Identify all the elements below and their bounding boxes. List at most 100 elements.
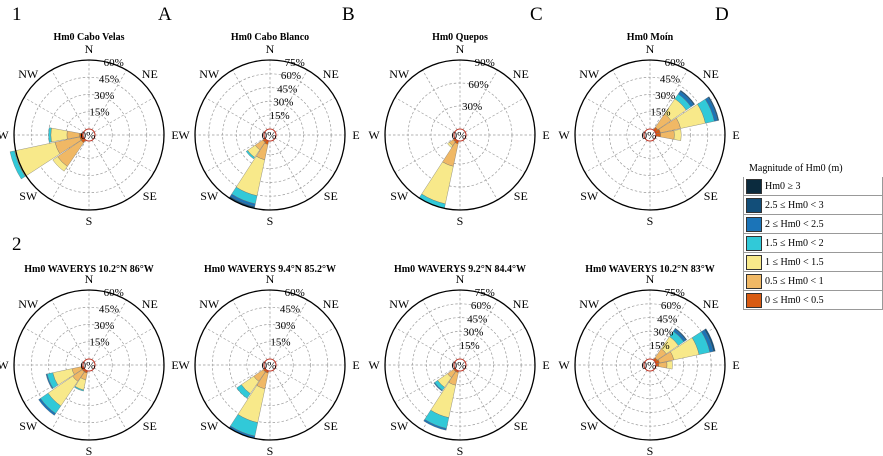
- grid-ring: [609, 94, 691, 176]
- zero-label: 0%: [452, 130, 467, 142]
- petal-segment: [655, 132, 661, 138]
- tick-label: 60%: [104, 57, 124, 69]
- legend-label: 1.5 ≤ Hm0 < 2: [765, 237, 824, 249]
- grid-spoke: [232, 299, 268, 360]
- row-label: 2: [12, 234, 22, 255]
- grid-spoke: [204, 367, 265, 403]
- tick-label: 15%: [89, 337, 109, 349]
- grid-spoke: [652, 299, 688, 360]
- direction-label: NW: [18, 67, 39, 81]
- direction-label: S: [457, 214, 464, 228]
- direction-label: W: [558, 128, 570, 142]
- direction-label: N: [266, 272, 275, 286]
- direction-label: NE: [323, 297, 339, 311]
- direction-label: S: [267, 444, 274, 456]
- tick-label: 30%: [275, 320, 295, 332]
- tick-label: 45%: [277, 83, 297, 95]
- grid-spoke: [204, 137, 265, 173]
- legend-item: 2.5 ≤ Hm0 < 3: [743, 196, 883, 215]
- grid-spoke: [652, 370, 688, 431]
- legend-label: 0.5 ≤ Hm0 < 1: [765, 275, 824, 287]
- grid-spoke: [612, 299, 648, 360]
- legend-swatch: [746, 254, 762, 270]
- rose-title: Hm0 WAVERYS 10.2°N 83°W: [585, 264, 715, 275]
- tick-label: 75%: [475, 287, 495, 299]
- direction-label: E: [352, 128, 359, 142]
- rose-title: Hm0 WAVERYS 10.2°N 86°W: [24, 264, 154, 275]
- petal-segment: [236, 384, 251, 399]
- petal-segment: [704, 328, 716, 352]
- direction-label: N: [456, 42, 465, 56]
- grid-spoke: [422, 299, 458, 360]
- outer-ring: [384, 59, 536, 211]
- direction-label: SW: [19, 419, 38, 433]
- tick-label: 15%: [459, 340, 479, 352]
- petal-segment: [245, 150, 255, 160]
- grid-ring: [65, 341, 113, 389]
- grid-spoke: [204, 327, 265, 363]
- grid-spoke: [462, 299, 498, 360]
- tick-label: 30%: [653, 327, 673, 339]
- tick-label: 15%: [649, 340, 669, 352]
- petal-segment: [447, 142, 453, 148]
- direction-label: W: [0, 128, 9, 142]
- direction-label: E: [171, 128, 178, 142]
- grid-spoke: [91, 370, 127, 431]
- calm-circle: [82, 128, 96, 142]
- legend-item: 2 ≤ Hm0 < 2.5: [743, 215, 883, 234]
- panel-letter: D: [715, 4, 729, 25]
- direction-label: NE: [703, 297, 719, 311]
- petal-segment: [45, 373, 54, 390]
- direction-label: N: [85, 42, 94, 56]
- grid-spoke: [394, 327, 455, 363]
- petal-segment: [666, 360, 673, 370]
- grid-ring: [246, 341, 294, 389]
- petal-segment: [674, 327, 688, 341]
- grid-spoke: [612, 69, 648, 130]
- direction-label: SW: [580, 419, 599, 433]
- petal-segment: [38, 398, 56, 416]
- wave-rose-5: Hm0 WAVERYS 10.2°N 86°W 0% 15% 30% 45% 60% N NE…: [0, 264, 179, 456]
- petal-segment: [673, 129, 682, 141]
- grid-spoke: [51, 69, 87, 130]
- grid-spoke: [394, 367, 455, 403]
- zero-label: 0%: [81, 130, 96, 142]
- legend-item: 0.5 ≤ Hm0 < 1: [743, 272, 883, 291]
- panel-letter: C: [530, 4, 543, 25]
- direction-label: N: [646, 42, 655, 56]
- petal-segment: [433, 382, 443, 392]
- petal-segment: [50, 127, 68, 143]
- tick-label: 45%: [280, 303, 300, 315]
- wave-rose-4: Hm0 Moín 0% 15% 30% 45% 60% N NE E SE S SW W NW: [558, 32, 739, 228]
- grid-spoke: [584, 97, 645, 133]
- direction-label: S: [86, 444, 93, 456]
- petal-segment: [48, 127, 52, 143]
- grid-spoke: [462, 140, 498, 201]
- outer-ring: [194, 289, 346, 441]
- tick-label: 45%: [660, 73, 680, 85]
- legend-item: Hm0 ≥ 3: [743, 177, 883, 196]
- tick-label: 30%: [463, 327, 483, 339]
- grid-spoke: [275, 327, 336, 363]
- grid-spoke: [652, 140, 688, 201]
- calm-circle: [643, 128, 657, 142]
- legend-swatch: [746, 273, 762, 289]
- petal-segment: [423, 419, 447, 431]
- outer-ring: [384, 289, 536, 441]
- wave-rose-7: Hm0 WAVERYS 9.2°N 84.4°W 0% 15%30% 45%60%75…: [368, 264, 549, 456]
- direction-label: SE: [704, 419, 718, 433]
- grid-spoke: [465, 327, 526, 363]
- grid-spoke: [272, 299, 308, 360]
- legend-item: 0 ≤ Hm0 < 0.5: [743, 291, 883, 310]
- tick-label: 30%: [462, 101, 482, 113]
- grid-spoke: [91, 140, 127, 201]
- grid-spoke: [652, 69, 688, 130]
- direction-label: W: [368, 128, 380, 142]
- grid-spoke: [94, 367, 155, 403]
- grid-spoke: [462, 370, 498, 431]
- tick-label: 15%: [89, 107, 109, 119]
- rose-title: Hm0 WAVERYS 9.4°N 85.2°W: [204, 264, 336, 275]
- grid-spoke: [23, 97, 84, 133]
- direction-label: SE: [514, 189, 528, 203]
